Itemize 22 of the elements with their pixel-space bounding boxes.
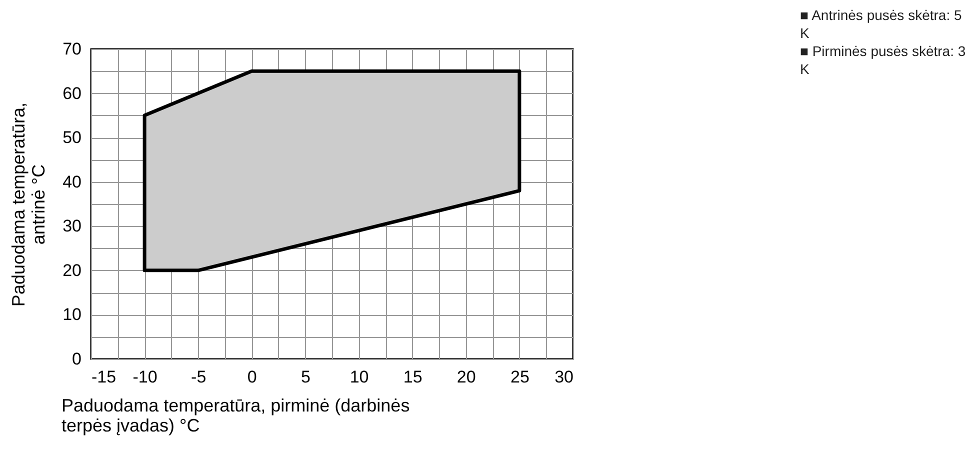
- y-tick-label: 50: [62, 128, 82, 148]
- y-tick-label: 40: [62, 172, 82, 192]
- y-tick-label: 0: [72, 350, 82, 368]
- x-tick-label: 5: [300, 368, 310, 386]
- x-tick-label: 30: [554, 368, 574, 386]
- text: ■ Pirminės pusės skėtra: 3 K: [800, 42, 967, 78]
- y-tick-label: 70: [62, 40, 82, 58]
- x-axis-title: Paduodama temperatūra, pirminė (darbinės terpės įvadas) °C: [62, 396, 410, 436]
- y-tick-label: 30: [62, 216, 82, 236]
- y-tick-label: 20: [62, 260, 82, 280]
- x-tick-label: 20: [456, 368, 476, 386]
- x-tick-label: 0: [247, 368, 257, 386]
- x-tick-label: -5: [191, 368, 206, 386]
- x-tick-label: 25: [510, 368, 530, 386]
- x-tick-label: 15: [403, 368, 422, 386]
- text: ■ Antrinės pusės skėtra: 5 K: [800, 6, 963, 42]
- y-axis-title: Paduodama temperatūra, antrinė °C: [8, 102, 49, 307]
- x-tick-label: -15: [92, 368, 116, 386]
- y-tick-label: 60: [62, 84, 82, 103]
- x-tick-label: 10: [350, 368, 369, 386]
- y-tick-label: 10: [62, 305, 82, 324]
- x-tick-label: -10: [132, 368, 158, 386]
